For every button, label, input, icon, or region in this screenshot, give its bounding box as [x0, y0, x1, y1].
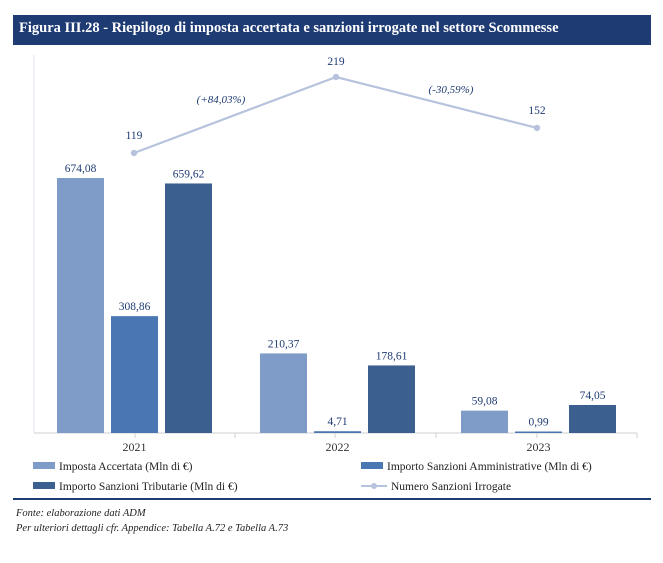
- detail-note: Per ulteriori dettagli cfr. Appendice: T…: [16, 523, 289, 534]
- bar-2022-series-2: [314, 431, 361, 433]
- bar-value-label: 74,05: [580, 390, 606, 402]
- bar-2022-series-3: [368, 365, 415, 433]
- figure-title: Figura III.28 - Riepilogo di imposta acc…: [19, 20, 559, 36]
- bar-2023-series-1: [461, 410, 508, 433]
- bar-value-label: 178,61: [376, 350, 408, 362]
- bar-2021-series-2: [111, 316, 158, 433]
- figure-title-bar: Figura III.28 - Riepilogo di imposta acc…: [13, 15, 651, 45]
- legend-amministrative-swatch: [361, 462, 383, 469]
- label-layer: 674,08 308,86 659,62 2021 210,37 4,71 178,61 20…: [65, 56, 606, 454]
- bar-value-label: 659,62: [173, 168, 205, 180]
- bar-value-label: 674,08: [65, 163, 97, 175]
- bar-value-label: 4,71: [327, 416, 347, 428]
- legend-numero-label: Numero Sanzioni Irrogate: [391, 481, 511, 493]
- bar-value-label: 59,08: [472, 396, 498, 408]
- chart-frame: [13, 45, 651, 500]
- line-value-label: 119: [126, 130, 143, 142]
- bar-2023-series-3: [569, 404, 616, 433]
- line-value-label: 152: [528, 105, 546, 117]
- bar-2021-series-3: [165, 183, 212, 433]
- line-numero-sanzioni: [133, 75, 538, 155]
- legend-layer: Imposta Accertata (Mln di €) Importo Sanz…: [33, 461, 592, 493]
- legend-imposta-swatch: [33, 462, 55, 469]
- line-value-label: 219: [327, 56, 345, 68]
- bar-value-label: 308,86: [119, 301, 151, 313]
- x-tick-label: 2021: [123, 440, 147, 454]
- legend-tributarie-swatch: [33, 482, 55, 489]
- bar-value-label: 210,37: [268, 338, 300, 350]
- legend-tributarie-label: Importo Sanzioni Tributarie (Mln di €): [59, 481, 238, 493]
- line-layer: [130, 73, 541, 157]
- bar-2023-series-2: [515, 431, 562, 433]
- legend-numero-marker: [371, 483, 377, 489]
- bar-layer: [57, 178, 616, 433]
- bar-value-label: 0,99: [528, 417, 548, 429]
- annotation-decrease: (-30,59%): [429, 84, 474, 96]
- annotation-increase: (+84,03%): [197, 94, 246, 106]
- legend-amministrative-label: Importo Sanzioni Amministrative (Mln di …: [387, 461, 592, 473]
- x-tick-label: 2022: [326, 440, 350, 454]
- line-point: [533, 124, 541, 132]
- x-tick-label: 2023: [527, 440, 551, 454]
- bar-2022-series-1: [260, 353, 307, 433]
- line-point: [130, 149, 138, 157]
- bar-2021-series-1: [57, 178, 104, 433]
- line-point: [332, 73, 340, 81]
- source-note: Fonte: elaborazione dati ADM: [16, 508, 146, 519]
- legend-imposta-label: Imposta Accertata (Mln di €): [59, 461, 193, 473]
